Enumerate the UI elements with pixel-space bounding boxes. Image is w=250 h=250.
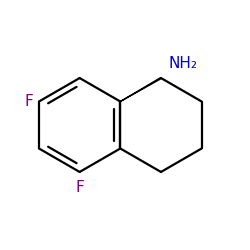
Text: F: F [75, 180, 84, 196]
Text: F: F [24, 94, 33, 109]
Polygon shape [120, 78, 161, 102]
Text: NH₂: NH₂ [168, 56, 197, 71]
